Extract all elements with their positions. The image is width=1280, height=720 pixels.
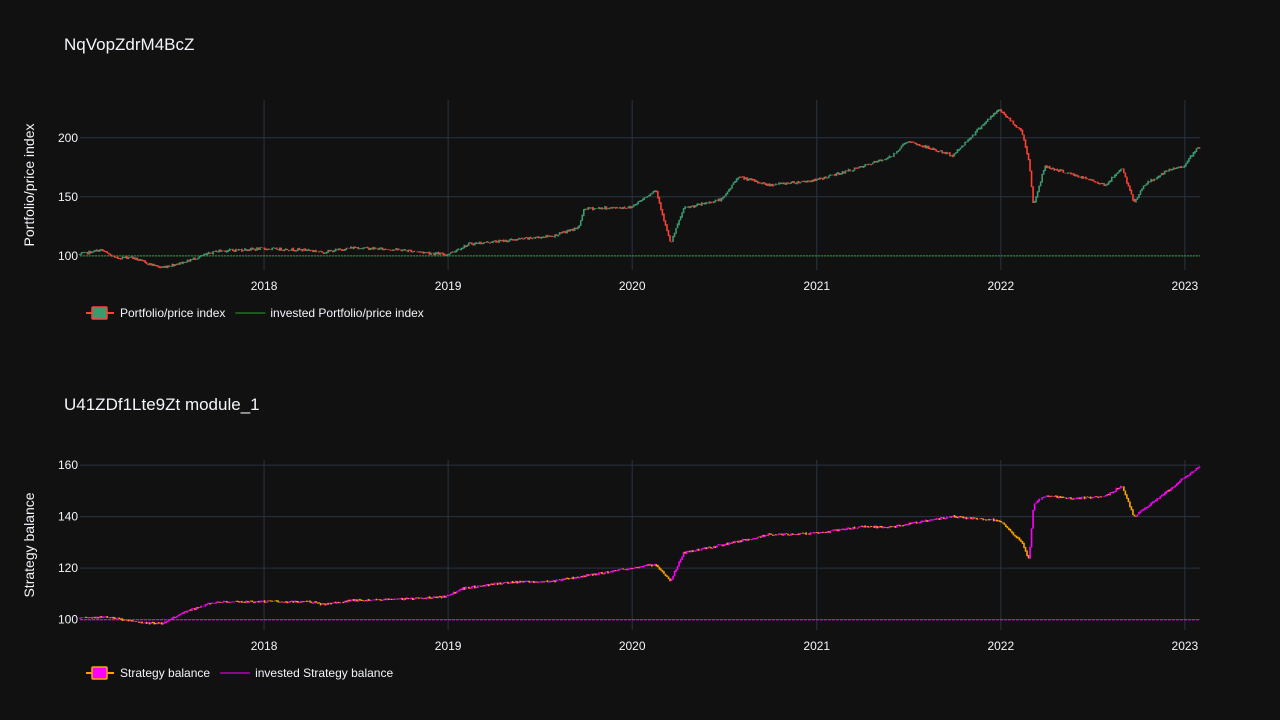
chart-1-xtick-2018: 2018	[251, 279, 278, 293]
chart-1-ytick-150: 150	[58, 190, 78, 204]
chart-2-legend-label-2: invested Strategy balance	[255, 666, 393, 680]
chart-2-legend-label-1: Strategy balance	[120, 666, 210, 680]
chart-2-candles	[79, 466, 1201, 625]
chart-2-ytick-120: 120	[58, 561, 78, 575]
chart-2-y-axis-title: Strategy balance	[21, 492, 37, 597]
chart-2-xtick-2018: 2018	[251, 639, 278, 653]
chart-1-ytick-200: 200	[58, 131, 78, 145]
chart-1-xtick-2019: 2019	[435, 279, 462, 293]
chart-1-xtick-2020: 2020	[619, 279, 646, 293]
chart-2-plot: 2018 2019 2020 2021 2022 2023 100 120 140 160 Stra…	[21, 458, 1201, 680]
chart-1-legend-candle-swatch	[91, 306, 108, 320]
chart-2-legend-candle-swatch	[91, 666, 108, 680]
chart-2-title: U41ZDf1Lte9Zt module_1	[64, 395, 260, 414]
chart-1-legend-label-1: Portfolio/price index	[120, 306, 225, 320]
chart-2-xtick-2023: 2023	[1172, 639, 1199, 653]
chart-1-plot: 2018 2019 2020 2021 2022 2023 100 150 200 Portfol…	[21, 100, 1201, 320]
chart-2-ytick-140: 140	[58, 510, 78, 524]
chart-1-title: NqVopZdrM4BcZ	[64, 35, 195, 54]
chart-1-xtick-2022: 2022	[987, 279, 1014, 293]
chart-1-xtick-2021: 2021	[803, 279, 830, 293]
chart-2-xtick-2021: 2021	[803, 639, 830, 653]
chart-2-xtick-2022: 2022	[987, 639, 1014, 653]
chart-1-ytick-100: 100	[58, 249, 78, 263]
chart-1-xtick-2023: 2023	[1172, 279, 1199, 293]
chart-1-candles	[79, 109, 1201, 269]
chart-1-y-axis-title: Portfolio/price index	[21, 124, 37, 247]
chart-2-ytick-100: 100	[58, 613, 78, 627]
chart-2-xtick-2019: 2019	[435, 639, 462, 653]
chart-1-legend-label-2: invested Portfolio/price index	[270, 306, 423, 320]
chart-2-ytick-160: 160	[58, 458, 78, 472]
chart-2-xtick-2020: 2020	[619, 639, 646, 653]
